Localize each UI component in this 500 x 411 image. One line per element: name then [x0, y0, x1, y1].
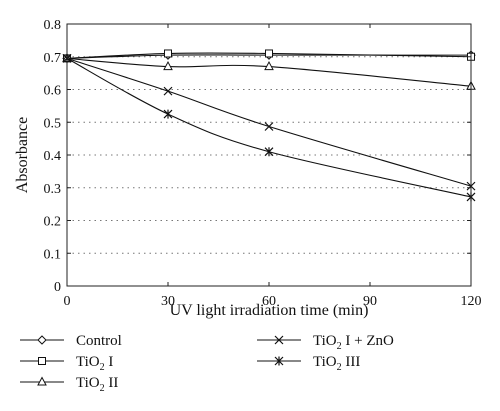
y-tick-label: 0	[54, 280, 61, 295]
data-point	[163, 109, 173, 119]
series-5	[62, 53, 476, 202]
data-point	[264, 122, 274, 131]
series-layer	[62, 49, 476, 202]
series-line	[66, 57, 472, 187]
data-point	[265, 49, 273, 58]
legend-item: Control	[20, 333, 122, 349]
y-tick-label: 0.2	[44, 215, 62, 230]
data-point	[163, 61, 173, 71]
x-axis-title: UV light irradiation time (min)	[170, 302, 369, 319]
legend-item: TiO2 III	[257, 354, 360, 373]
x-tick-label: 0	[64, 294, 71, 309]
legend-label: TiO2 I + ZnO	[313, 333, 394, 352]
y-tick-label: 0.6	[44, 84, 62, 99]
legend-item: TiO2 I + ZnO	[257, 333, 394, 352]
legend-item: TiO2 I	[20, 354, 113, 373]
axis-ticks: 0 0.1 0.2 0.3 0.4 0.5 0.6 0.7 0.8 0 30 60 90 120	[44, 18, 482, 309]
series-3	[62, 52, 476, 90]
series-line	[66, 52, 472, 59]
legend-marker	[274, 335, 284, 345]
data-point	[163, 86, 173, 96]
series-4	[62, 53, 476, 191]
series-line	[66, 57, 472, 198]
x-tick-label: 120	[461, 294, 482, 309]
x-tick-label: 30	[161, 294, 175, 309]
y-tick-label: 0.7	[44, 51, 62, 66]
x-tick-label: 60	[262, 294, 276, 309]
legend-label: TiO2 I	[76, 354, 113, 373]
legend-marker	[37, 335, 47, 345]
data-point	[164, 49, 172, 58]
legend-marker	[37, 376, 47, 386]
legend-label: Control	[76, 333, 122, 349]
data-point	[264, 61, 274, 71]
legend-label: TiO2 III	[313, 354, 360, 373]
series-line	[66, 57, 472, 87]
legend: Control TiO2 I TiO2 II TiO2 I + ZnO TiO2 III	[20, 333, 394, 394]
grid-lines	[67, 56, 471, 254]
y-tick-label: 0.4	[44, 149, 62, 164]
legend-label: TiO2 II	[76, 375, 118, 394]
y-tick-label: 0.3	[44, 182, 62, 197]
data-point	[264, 147, 274, 157]
y-axis-title: Absorbance	[14, 117, 31, 193]
y-tick-label: 0.1	[44, 247, 62, 262]
x-tick-label: 90	[363, 294, 377, 309]
legend-item: TiO2 II	[20, 375, 118, 394]
legend-marker	[38, 357, 46, 365]
y-tick-label: 0.8	[44, 18, 62, 33]
legend-marker	[274, 356, 284, 366]
y-tick-label: 0.5	[44, 116, 62, 131]
